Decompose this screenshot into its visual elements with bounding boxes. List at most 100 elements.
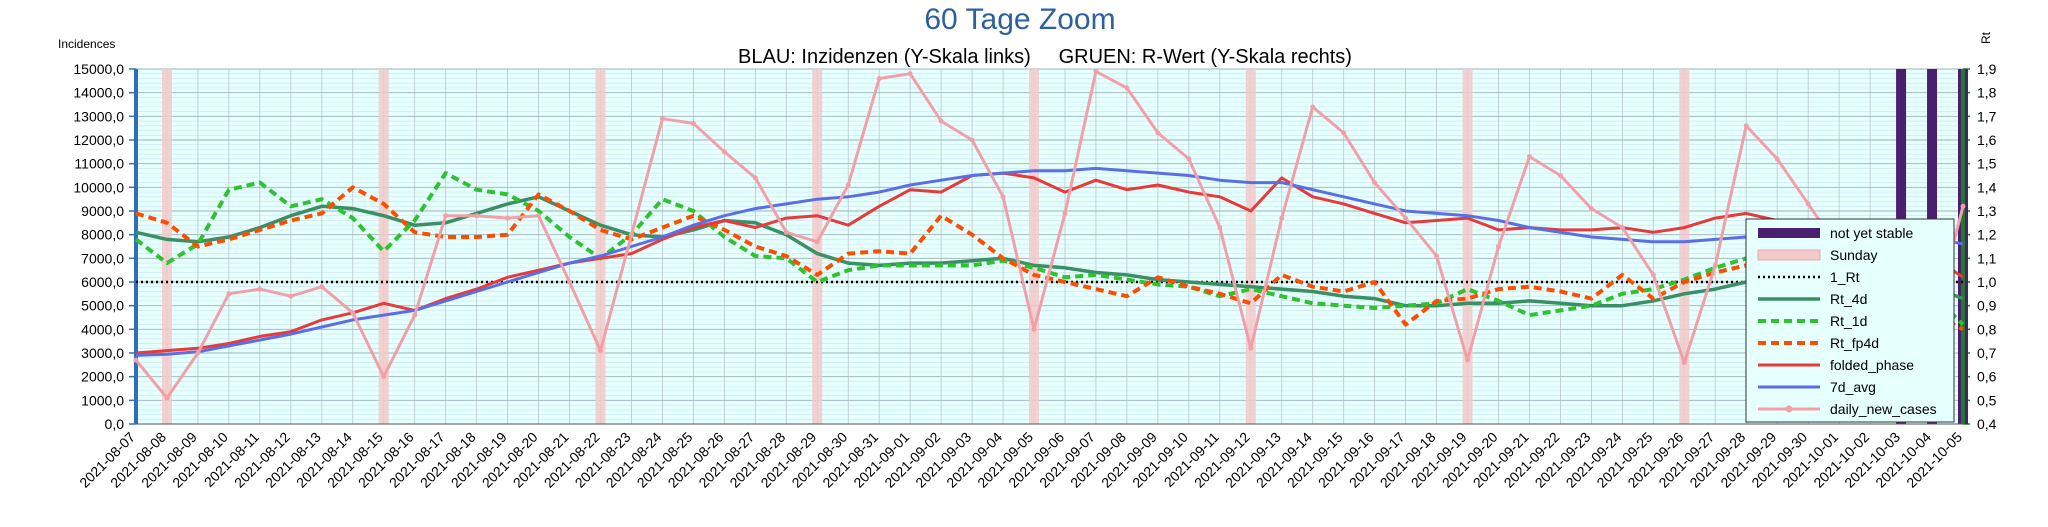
data-point-daily-new-cases xyxy=(1712,262,1718,268)
right-tick-label: 1,6 xyxy=(1977,132,1997,148)
data-point-daily-new-cases xyxy=(1372,180,1378,186)
legend-swatch xyxy=(1757,249,1821,261)
legend-label: Rt_1d xyxy=(1830,313,1867,329)
legend-label: Rt_fp4d xyxy=(1830,335,1879,351)
left-tick-label: 8000,0 xyxy=(81,227,124,243)
left-tick-label: 13000,0 xyxy=(73,108,124,124)
data-point-daily-new-cases xyxy=(133,357,139,363)
data-point-daily-new-cases xyxy=(1341,130,1347,136)
sunday-band xyxy=(1679,69,1690,424)
plot-background xyxy=(136,69,1963,424)
data-point-daily-new-cases xyxy=(536,213,542,219)
left-tick-label: 15000,0 xyxy=(73,61,124,77)
legend-label: folded_phase xyxy=(1830,357,1914,373)
legend-label: daily_new_cases xyxy=(1830,401,1937,417)
data-point-daily-new-cases xyxy=(1279,215,1285,221)
left-tick-label: 4000,0 xyxy=(81,321,124,337)
right-tick-label: 1,3 xyxy=(1977,203,1997,219)
data-point-daily-new-cases xyxy=(814,239,820,245)
data-point-daily-new-cases xyxy=(938,118,944,124)
data-point-daily-new-cases xyxy=(783,229,789,235)
sunday-band xyxy=(378,69,389,424)
data-point-daily-new-cases xyxy=(567,279,573,285)
data-point-daily-new-cases xyxy=(319,284,325,290)
data-point-daily-new-cases xyxy=(721,149,727,155)
chart-title: 60 Tage Zoom xyxy=(924,3,1115,36)
data-point-daily-new-cases xyxy=(1155,130,1161,136)
data-point-daily-new-cases xyxy=(474,213,480,219)
data-point-daily-new-cases xyxy=(1960,203,1966,209)
data-point-daily-new-cases xyxy=(1031,326,1037,332)
legend-swatch xyxy=(1758,228,1820,238)
data-point-daily-new-cases xyxy=(1681,359,1687,365)
series-line-daily-new-cases xyxy=(134,69,1965,412)
data-point-daily-new-cases xyxy=(1062,210,1068,216)
data-point-daily-new-cases xyxy=(876,75,882,81)
left-tick-label: 7000,0 xyxy=(81,250,124,266)
data-point-daily-new-cases xyxy=(845,182,851,188)
right-tick-label: 1,9 xyxy=(1977,61,1997,77)
plot-area: 0,0 1000,0 2000,0 3000,0 4000,0 5000,0 6000,0 7… xyxy=(73,61,1996,491)
data-point-daily-new-cases xyxy=(1805,201,1811,207)
right-tick-label: 1,4 xyxy=(1977,179,1997,195)
data-point-daily-new-cases xyxy=(597,348,603,354)
left-tick-label: 11000,0 xyxy=(74,156,124,172)
data-point-daily-new-cases xyxy=(1186,156,1192,162)
data-point-daily-new-cases xyxy=(907,71,913,77)
legend-label: Rt_4d xyxy=(1830,291,1867,307)
left-tick-label: 1000,0 xyxy=(81,392,124,408)
data-point-daily-new-cases xyxy=(288,293,294,299)
data-point-daily-new-cases xyxy=(1619,225,1625,231)
left-tick-label: 10000,0 xyxy=(73,179,124,195)
data-point-daily-new-cases xyxy=(1403,215,1409,221)
right-tick-label: 0,4 xyxy=(1977,416,1997,432)
legend: not yet stable Sunday 1_Rt Rt_4d Rt_1d Rt_fp4… xyxy=(1745,218,1955,423)
right-tick-label: 0,6 xyxy=(1977,369,1997,385)
sunday-band xyxy=(1462,69,1473,424)
data-point-daily-new-cases xyxy=(1588,206,1594,212)
data-point-daily-new-cases xyxy=(1526,154,1532,160)
right-tick-label: 1,0 xyxy=(1977,274,1997,290)
data-point-daily-new-cases xyxy=(1093,68,1099,74)
chart-subtitle: BLAU: Inzidenzen (Y-Skala links) GRUEN: … xyxy=(738,46,1352,68)
data-point-daily-new-cases xyxy=(505,215,511,221)
right-tick-label: 0,5 xyxy=(1977,392,1997,408)
right-tick-label: 0,8 xyxy=(1977,321,1997,337)
data-point-daily-new-cases xyxy=(195,350,201,356)
right-tick-label: 1,1 xyxy=(1977,250,1997,266)
data-point-daily-new-cases xyxy=(1248,345,1254,351)
data-point-daily-new-cases xyxy=(1774,156,1780,162)
left-tick-label: 0,0 xyxy=(105,416,125,432)
data-point-daily-new-cases xyxy=(1124,85,1130,91)
data-point-daily-new-cases xyxy=(350,310,356,316)
data-point-daily-new-cases xyxy=(969,137,975,143)
data-point-daily-new-cases xyxy=(1465,357,1471,363)
right-tick-label: 1,5 xyxy=(1977,156,1997,172)
data-point-daily-new-cases xyxy=(381,374,387,380)
left-tick-label: 6000,0 xyxy=(81,274,124,290)
sunday-band xyxy=(1029,69,1040,424)
series-line-folded-phase xyxy=(135,171,1964,355)
data-point-daily-new-cases xyxy=(1557,173,1563,178)
data-point-daily-new-cases xyxy=(1217,225,1223,231)
right-tick-label: 1,2 xyxy=(1977,227,1997,243)
left-tick-label: 9000,0 xyxy=(81,203,124,219)
left-tick-label: 5000,0 xyxy=(81,298,124,314)
data-point-daily-new-cases xyxy=(1650,272,1656,278)
right-tick-label: 1,8 xyxy=(1977,85,1997,101)
data-point-daily-new-cases xyxy=(1743,123,1749,129)
left-tick-label: 12000,0 xyxy=(73,132,124,148)
legend-marker xyxy=(1785,405,1793,413)
legend-label: 1_Rt xyxy=(1830,269,1860,285)
right-tick-label: 1,7 xyxy=(1977,108,1997,124)
left-tick-label: 14000,0 xyxy=(73,85,124,101)
data-point-daily-new-cases xyxy=(1310,104,1316,110)
sunday-band xyxy=(161,69,172,424)
data-point-daily-new-cases xyxy=(690,120,696,126)
data-point-daily-new-cases xyxy=(226,291,232,297)
data-point-daily-new-cases xyxy=(659,116,665,122)
sunday-band xyxy=(1245,69,1256,424)
data-point-daily-new-cases xyxy=(628,232,634,238)
series-line-7d-avg xyxy=(135,166,1964,357)
